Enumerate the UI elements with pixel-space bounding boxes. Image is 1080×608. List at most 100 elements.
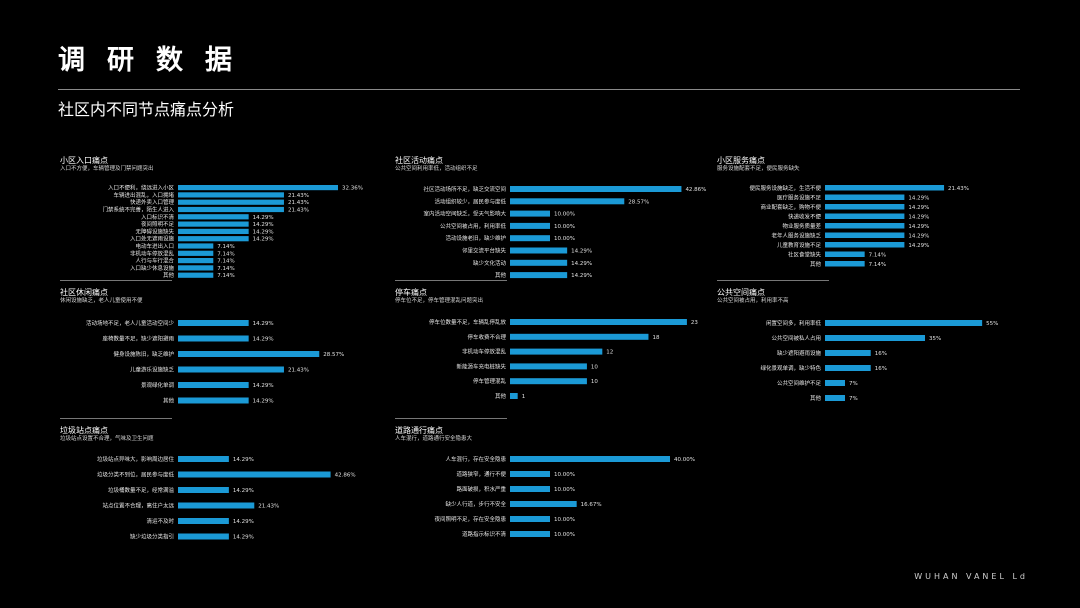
category-label: 站点位置不合理，离住户太远	[102, 502, 174, 510]
bar	[178, 518, 229, 524]
category-label: 室内活动空间缺乏，受天气影响大	[423, 210, 506, 218]
panel-subtitle: 服务设施配套不足，便民服务缺失	[717, 166, 800, 172]
data-label: 32.36%	[342, 186, 363, 192]
data-label: 42.86%	[685, 187, 706, 193]
category-label: 缺少人行道，步行不安全	[445, 500, 506, 508]
data-label: 14.29%	[908, 195, 929, 201]
panel-title: 小区服务痛点	[717, 156, 765, 165]
chart-activity: 社区活动场所不足，缺乏交流空间 42.86% 活动组织较少，居民参与度低 28.57%…	[423, 185, 706, 279]
bar	[825, 223, 905, 229]
bar	[178, 265, 214, 271]
bar	[178, 236, 249, 242]
bar	[510, 222, 550, 229]
category-label: 其他	[810, 394, 822, 402]
data-label: 7.14%	[217, 251, 234, 257]
bar	[510, 198, 625, 205]
data-label: 40.00%	[674, 457, 695, 463]
bar	[178, 250, 214, 256]
data-label: 14.29%	[908, 214, 929, 220]
data-label: 1	[522, 394, 526, 400]
bar	[510, 393, 518, 399]
panel-title: 停车痛点	[395, 288, 427, 297]
category-label: 入口标识不清	[141, 213, 175, 221]
bar	[178, 502, 255, 509]
bar	[178, 320, 249, 326]
category-label: 其他	[495, 392, 507, 400]
chart-public-space: 闲置空间多，利用率低 55% 公共空间被私人占用 35% 缺少遮阳避雨设施 16% 绿化景观…	[760, 319, 998, 402]
category-label: 医疗服务设施不足	[777, 193, 822, 201]
category-label: 车辆进出混乱，入口拥堵	[113, 191, 174, 199]
data-label: 14.29%	[253, 215, 274, 221]
category-label: 入口处无遮雨设施	[130, 235, 175, 243]
chart-parking: 停车位数量不足，车辆乱停乱放 23 停车收费不合理 18 非机动车停放混乱 12 新能源车充…	[429, 318, 698, 400]
bar	[178, 214, 249, 220]
page-title: 调研数据	[58, 45, 254, 76]
data-label: 55%	[986, 321, 998, 327]
data-label: 7.14%	[217, 266, 234, 272]
bar	[178, 221, 249, 227]
data-label: 21.43%	[288, 193, 309, 199]
category-label: 门禁系统不完善，陌生人进入	[102, 206, 174, 214]
category-label: 电动车进出入口	[135, 242, 174, 250]
panel-title: 垃圾站点痛点	[60, 426, 108, 435]
data-label: 14.29%	[571, 249, 592, 255]
category-label: 公共空间被私人占用	[771, 334, 821, 342]
category-label: 活动组织较少，居民参与度低	[434, 197, 506, 205]
data-label: 10	[591, 364, 598, 370]
panel-title: 公共空间痛点	[717, 288, 765, 297]
panel-subtitle: 入口不方便，车辆管理及门禁问题突出	[60, 166, 154, 172]
bar	[178, 206, 284, 213]
category-label: 邻里交流平台缺失	[462, 247, 507, 255]
data-label: 7.14%	[869, 252, 886, 258]
category-label: 其他	[495, 271, 507, 279]
category-label: 缺少垃圾分类指引	[130, 533, 174, 541]
category-label: 座椅数量不足，缺少遮阳避雨	[102, 335, 174, 343]
category-label: 停车位数量不足，车辆乱停乱放	[429, 318, 507, 326]
data-label: 14.29%	[571, 273, 592, 279]
category-label: 非机动车停放混乱	[130, 249, 175, 257]
panel-separator	[395, 418, 507, 419]
panel-subtitle: 人车混行，道路通行安全隐患大	[395, 436, 473, 442]
panel-title: 社区休闲痛点	[60, 288, 108, 297]
category-label: 道路指示标识不清	[462, 530, 507, 538]
category-label: 公共空间被占用，利用率低	[440, 222, 507, 230]
bar	[510, 319, 687, 325]
bar	[510, 486, 550, 492]
data-label: 7.14%	[217, 244, 234, 250]
category-label: 垃圾分类不到位，居民参与度低	[97, 471, 175, 479]
category-label: 其他	[163, 271, 175, 279]
bar	[510, 363, 587, 370]
category-label: 缺少遮阳避雨设施	[777, 349, 822, 357]
bar	[825, 185, 945, 191]
data-label: 18	[652, 335, 659, 341]
data-label: 14.29%	[253, 222, 274, 228]
bar	[510, 471, 550, 477]
bar	[510, 456, 670, 462]
data-label: 10.00%	[554, 224, 575, 230]
chart-garbage: 垃圾站点异味大，影响周边居住 14.29% 垃圾分类不到位，居民参与度低 42.86%…	[97, 455, 356, 541]
footer-brand: WUHAN VANEL Ld	[914, 572, 1028, 581]
category-label: 无障碍设施缺失	[135, 227, 174, 235]
bar	[178, 199, 284, 205]
data-label: 14.29%	[233, 457, 254, 463]
category-label: 社区活动场所不足，缺乏交流空间	[423, 185, 506, 193]
data-label: 10.00%	[554, 212, 575, 218]
category-label: 人车混行，存在安全隐患	[445, 455, 506, 463]
data-label: 14.29%	[253, 229, 274, 235]
bar	[510, 235, 550, 242]
category-label: 人行与车行混合	[135, 257, 174, 265]
panel-subtitle: 垃圾站点设置不合理，气味及卫生问题	[60, 436, 154, 442]
category-label: 路面破损，积水严重	[456, 485, 506, 493]
category-label: 垃圾桶数量不足，经常满溢	[108, 486, 175, 494]
category-label: 景观绿化单调	[141, 381, 175, 389]
data-label: 23	[691, 320, 698, 326]
data-label: 7.14%	[217, 259, 234, 265]
category-label: 非机动车停放混乱	[462, 348, 507, 356]
data-label: 14.29%	[908, 243, 929, 249]
bar	[178, 192, 284, 198]
category-label: 快递收发不便	[788, 212, 822, 220]
data-label: 14.29%	[253, 321, 274, 327]
data-label: 21.43%	[288, 368, 309, 374]
data-label: 21.43%	[258, 504, 279, 510]
category-label: 其他	[163, 397, 175, 405]
